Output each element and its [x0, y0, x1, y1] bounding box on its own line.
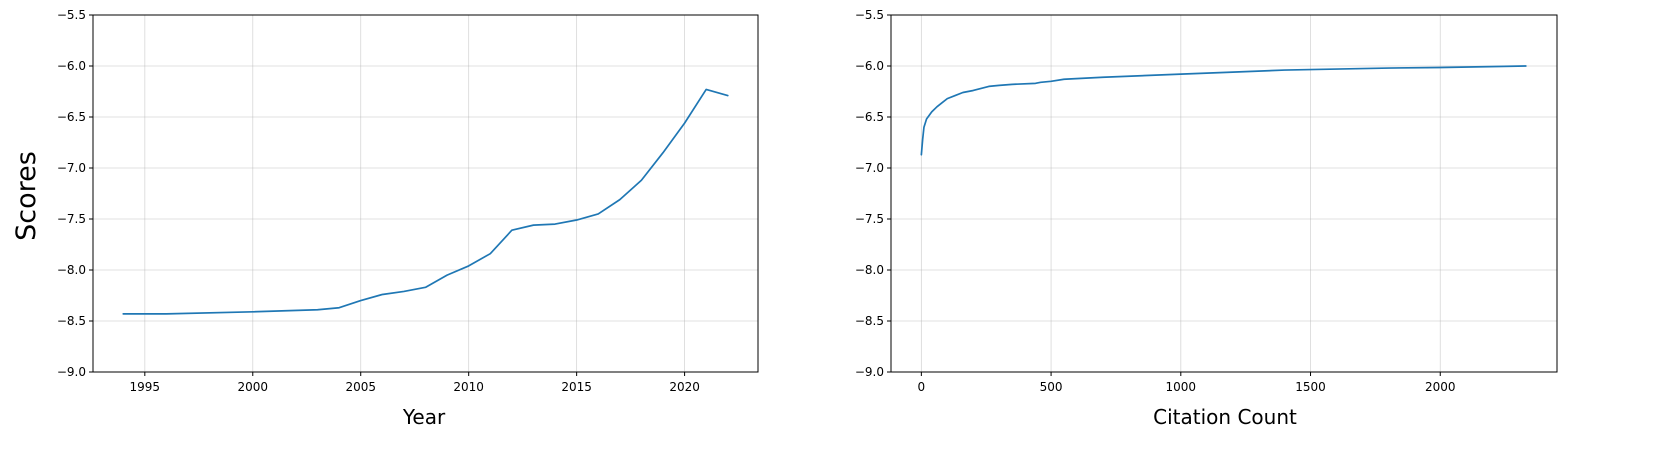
y-tick-label: −7.0 — [855, 161, 884, 175]
x-tick-label: 0 — [918, 380, 926, 394]
x-tick-label: 2010 — [453, 380, 484, 394]
x-tick-label: 2020 — [669, 380, 700, 394]
y-tick-label: −7.5 — [855, 212, 884, 226]
y-tick-label: −7.0 — [57, 161, 86, 175]
y-tick-label: −8.5 — [57, 314, 86, 328]
y-tick-label: −9.0 — [855, 365, 884, 379]
x-axis-label-year: Year — [402, 405, 446, 429]
y-tick-label: −5.5 — [57, 8, 86, 22]
y-tick-label: −5.5 — [855, 8, 884, 22]
x-axis-label-citation-count: Citation Count — [1153, 405, 1297, 429]
y-tick-label: −8.5 — [855, 314, 884, 328]
x-tick-label: 500 — [1040, 380, 1063, 394]
chart-year: Year 1995 2000 2005 2010 2015 2020 −9.0 −8.5 −8.… — [57, 8, 759, 429]
x-tick-label: 2015 — [561, 380, 592, 394]
grid — [891, 14, 1557, 373]
x-tick-label: 1500 — [1295, 380, 1326, 394]
y-tick-label: −6.5 — [855, 110, 884, 124]
x-tick-label: 1000 — [1166, 380, 1197, 394]
axes-frame — [92, 14, 759, 373]
y-tick-label: −7.5 — [57, 212, 86, 226]
x-tick-label: 2000 — [237, 380, 268, 394]
y-tick-label: −6.5 — [57, 110, 86, 124]
y-axis-label: Scores — [11, 151, 42, 241]
y-tick-label: −9.0 — [57, 365, 86, 379]
x-tick-label: 2005 — [345, 380, 376, 394]
x-tick-label: 1995 — [130, 380, 161, 394]
y-tick-label: −6.0 — [855, 59, 884, 73]
grid — [93, 14, 758, 373]
series-line-0 — [920, 65, 1527, 156]
axes-frame — [890, 14, 1558, 373]
x-tick-label: 2000 — [1425, 380, 1456, 394]
series-line-0 — [122, 88, 729, 315]
y-tick-label: −8.0 — [57, 263, 86, 277]
y-tick-label: −6.0 — [57, 59, 86, 73]
chart-citation-count: Citation Count 0 500 1000 1500 2000 −9.0 −8.5 −… — [855, 8, 1558, 429]
y-tick-label: −8.0 — [855, 263, 884, 277]
